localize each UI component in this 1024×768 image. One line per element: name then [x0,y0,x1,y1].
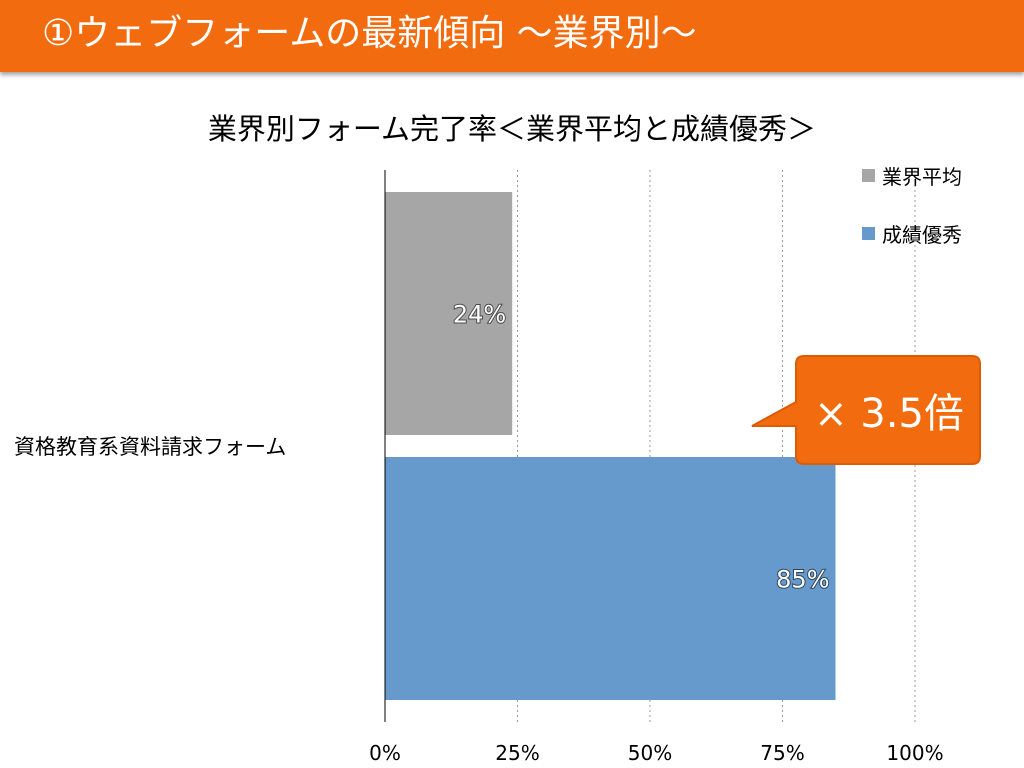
legend-item-average: 業界平均 [862,160,962,190]
x-tick-label: 75% [760,741,804,765]
legend-item-top: 成績優秀 [862,218,962,248]
bar-top [385,457,836,700]
legend-swatch-top [862,226,875,240]
bar-average [385,192,513,435]
data-labels: 24% 85% [452,300,831,595]
slide-title: ①ウェブフォームの最新傾向 ～業界別～ [42,13,697,54]
category-label: 資格教育系資料請求フォーム [14,435,287,459]
x-axis-ticks: 0% 25% 50% 75% 100% [369,741,943,765]
x-tick-label: 0% [369,741,401,765]
title-bar: ①ウェブフォームの最新傾向 ～業界別～ [0,0,1024,72]
data-label-average: 24% [453,301,506,329]
callout-text: × 3.5倍 [814,391,964,437]
x-tick-label: 25% [495,741,539,765]
bars [385,192,836,700]
legend: 業界平均 成績優秀 [862,160,962,276]
x-tick-label: 50% [628,741,672,765]
chart-title: 業界別フォーム完了率＜業界平均と成績優秀＞ [207,112,817,146]
x-tick-label: 100% [886,741,943,765]
callout-shape [751,355,981,465]
ratio-callout: × 3.5倍 [750,352,982,468]
legend-label-average: 業界平均 [882,164,962,189]
legend-swatch-average [862,168,875,182]
data-label-top: 85% [776,566,829,594]
legend-label-top: 成績優秀 [882,222,962,247]
